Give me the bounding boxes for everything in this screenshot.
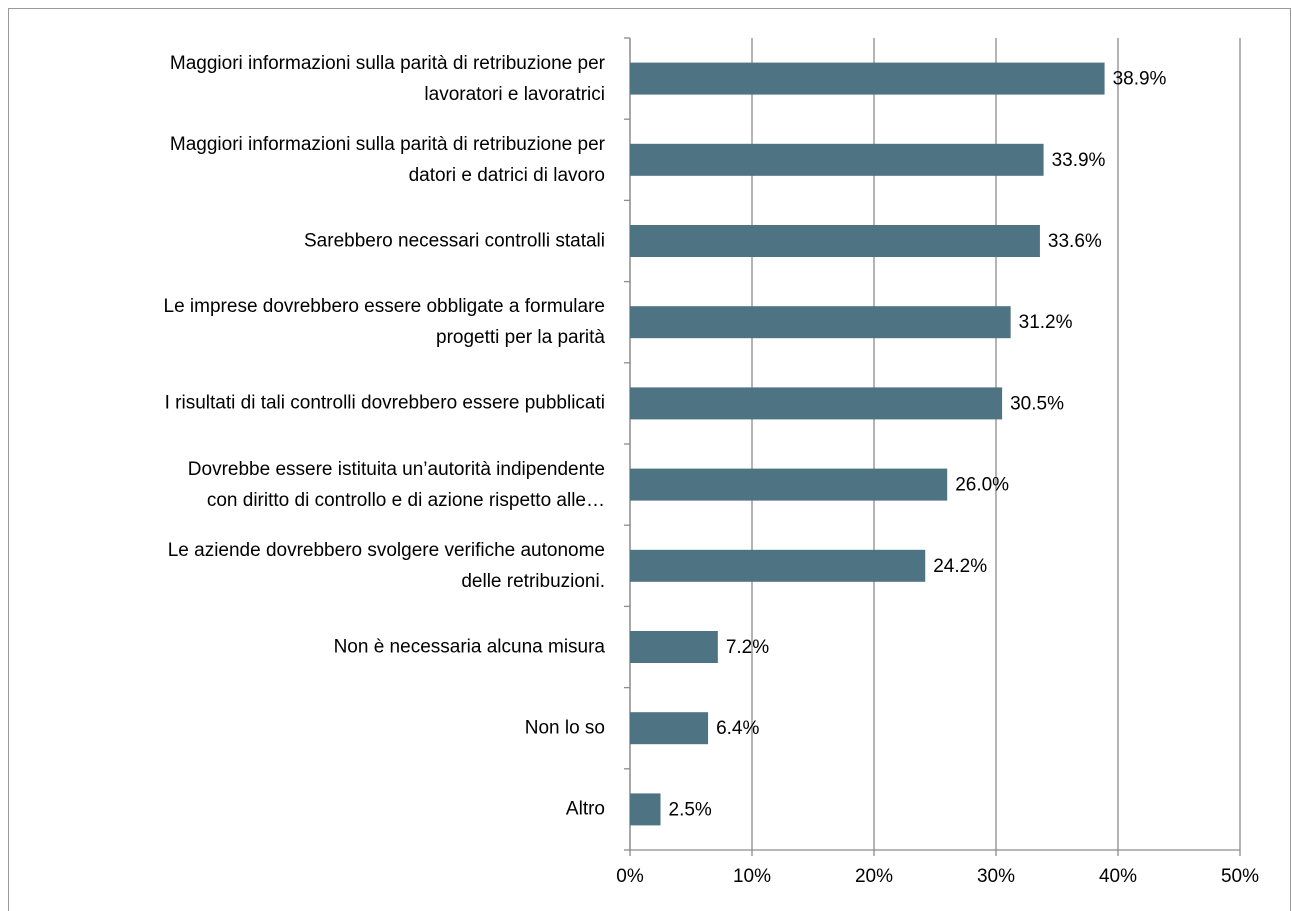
bar: [630, 468, 948, 501]
bar: [630, 631, 718, 663]
value-label: 2.5%: [669, 799, 712, 820]
x-tick-label: 0%: [616, 866, 644, 887]
x-tick-label: 20%: [855, 866, 893, 887]
bar: [630, 306, 1011, 339]
y-tick-label: Sarebbero necessari controlli statali: [304, 230, 605, 252]
value-label: 38.9%: [1113, 69, 1167, 90]
value-label: 26.0%: [955, 475, 1009, 496]
bar: [630, 62, 1105, 95]
value-label: 31.2%: [1019, 312, 1073, 333]
y-tick-label: Non lo so: [524, 717, 605, 739]
x-tick-label: 40%: [1099, 866, 1137, 887]
x-tick-label: 10%: [733, 866, 771, 887]
x-tick-label: 50%: [1221, 866, 1259, 887]
value-label: 24.2%: [933, 556, 987, 577]
value-label: 33.9%: [1052, 150, 1106, 171]
bar: [630, 793, 661, 826]
bar: [630, 387, 1003, 420]
bar: [630, 225, 1040, 257]
value-label: 7.2%: [726, 637, 769, 658]
y-tick-label: Le imprese dovrebbero essere obbligate a…: [163, 296, 605, 349]
y-tick-label: Le aziende dovrebbero svolgere verifiche…: [167, 539, 605, 592]
value-label: 30.5%: [1010, 393, 1064, 414]
y-tick-label: Maggiori informazioni sulla parità di re…: [169, 133, 605, 186]
chart-border: [8, 8, 1291, 911]
y-tick-label: Altro: [565, 798, 605, 820]
y-tick-label: Maggiori informazioni sulla parità di re…: [169, 52, 605, 105]
bar: [630, 143, 1044, 176]
y-tick-label: Non è necessaria alcuna misura: [333, 636, 605, 658]
x-tick-label: 30%: [977, 866, 1015, 887]
value-label: 33.6%: [1048, 231, 1102, 252]
bar: [630, 549, 926, 582]
value-label: 6.4%: [716, 718, 759, 739]
bar: [630, 712, 709, 745]
y-tick-label: Dovrebbe essere istituita un’autorità in…: [187, 458, 605, 511]
y-tick-label: I risultati di tali controlli dovrebbero…: [164, 392, 605, 414]
